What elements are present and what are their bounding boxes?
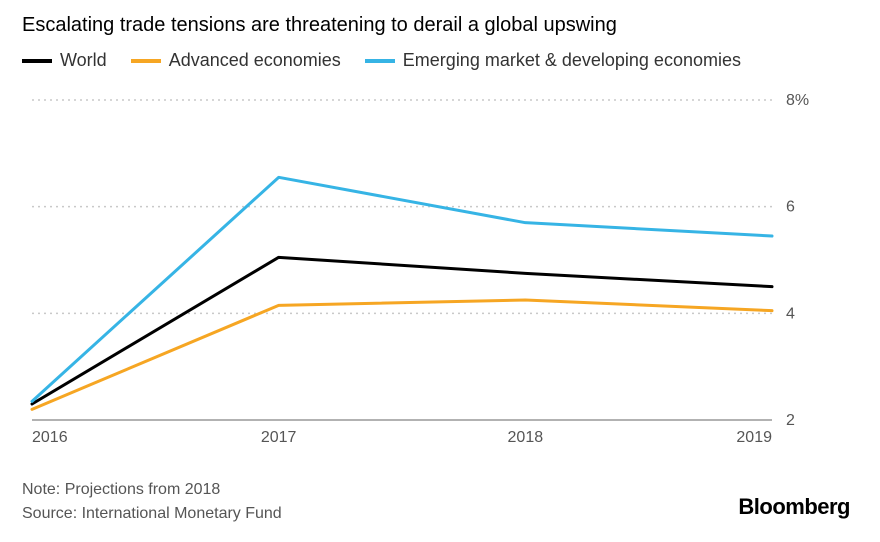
legend-item: Emerging market & developing economies [365, 50, 741, 71]
chart-title: Escalating trade tensions are threatenin… [22, 14, 617, 37]
legend-item: World [22, 50, 107, 71]
y-tick-label: 6 [786, 199, 795, 216]
footer-note: Note: Projections from 2018 [22, 478, 282, 502]
x-tick-label: 2018 [508, 429, 544, 446]
y-tick-label: 4 [786, 305, 795, 322]
series-line [32, 300, 772, 409]
y-tick-label: 8% [786, 92, 809, 109]
legend-swatch [22, 59, 52, 63]
chart-container: Escalating trade tensions are threatenin… [0, 0, 880, 542]
y-tick-label: 2 [786, 412, 795, 429]
chart-plot: 2 4 6 8% 2016 2017 2018 2019 [22, 90, 822, 450]
legend-label: Advanced economies [169, 50, 341, 71]
series-line [32, 257, 772, 404]
legend-label: World [60, 50, 107, 71]
legend: World Advanced economies Emerging market &… [22, 50, 741, 71]
series-line [32, 177, 772, 401]
x-tick-label: 2016 [32, 429, 68, 446]
chart-footer: Note: Projections from 2018 Source: Inte… [22, 478, 282, 526]
legend-item: Advanced economies [131, 50, 341, 71]
brand-logo: Bloomberg [738, 494, 850, 520]
legend-swatch [365, 59, 395, 63]
x-tick-label: 2017 [261, 429, 297, 446]
legend-swatch [131, 59, 161, 63]
footer-source: Source: International Monetary Fund [22, 502, 282, 526]
legend-label: Emerging market & developing economies [403, 50, 741, 71]
x-tick-label: 2019 [736, 429, 772, 446]
